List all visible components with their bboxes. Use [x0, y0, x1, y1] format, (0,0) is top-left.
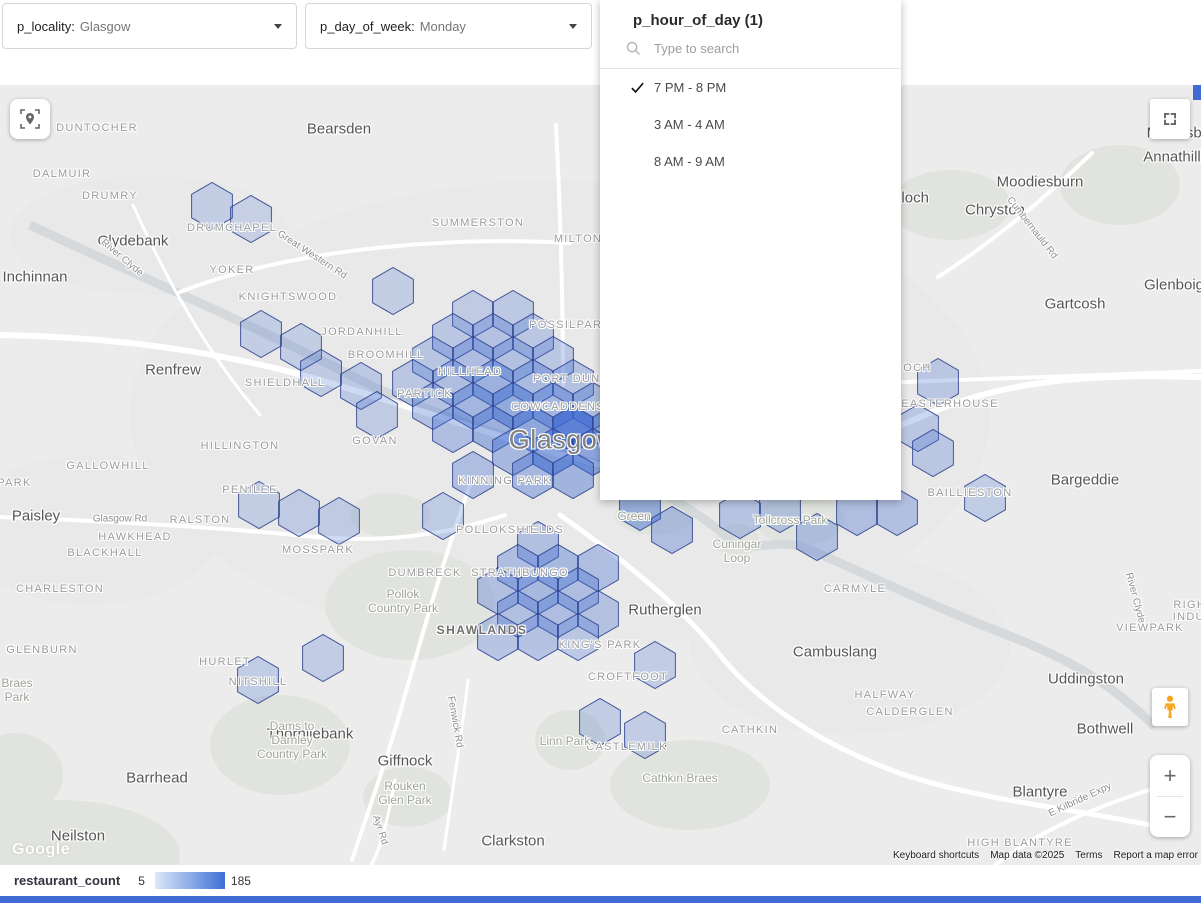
- map-data-text: Map data ©2025: [990, 850, 1065, 861]
- hour-option-1[interactable]: 3 AM - 4 AM: [600, 106, 901, 143]
- panel-title: p_hour_of_day (1): [633, 12, 764, 29]
- hexbin-cell[interactable]: [318, 496, 360, 546]
- keyboard-shortcuts-link[interactable]: Keyboard shortcuts: [893, 850, 980, 861]
- hexbin-cell[interactable]: [557, 612, 599, 662]
- vertical-scrollbar-thumb[interactable]: [1193, 85, 1201, 100]
- hexbin-cell[interactable]: [422, 491, 464, 541]
- legend-min-value: 5: [138, 873, 145, 888]
- pegman-icon: [1164, 695, 1176, 718]
- zoom-control: + −: [1150, 755, 1190, 837]
- hour-option-label: 8 AM - 9 AM: [654, 154, 725, 169]
- hour-of-day-panel: p_hour_of_day (1) 7 PM - 8 PM 3 AM - 4 AM…: [600, 0, 901, 500]
- chevron-down-icon: [569, 23, 577, 29]
- legend-bar: restaurant_count 5 185: [0, 865, 1201, 896]
- hour-option-0[interactable]: 7 PM - 8 PM: [600, 69, 901, 106]
- hexbin-cell[interactable]: [796, 512, 838, 562]
- day-of-week-dropdown[interactable]: p_day_of_week: Monday: [305, 3, 592, 49]
- hexbin-cell[interactable]: [552, 358, 594, 408]
- locality-value: Glasgow: [79, 18, 131, 34]
- horizontal-scrollbar[interactable]: [0, 896, 1201, 903]
- hexbin-cell[interactable]: [579, 697, 621, 747]
- hexbin-cell[interactable]: [356, 390, 398, 440]
- hexbin-cell[interactable]: [240, 309, 282, 359]
- zoom-divider: [1157, 795, 1183, 797]
- hexbin-cell[interactable]: [552, 450, 594, 500]
- check-icon: [630, 80, 654, 95]
- hexbin-cell[interactable]: [372, 266, 414, 316]
- hexbin-cell[interactable]: [651, 505, 693, 555]
- chevron-down-icon: [274, 23, 282, 29]
- zoom-out-button[interactable]: −: [1163, 803, 1177, 829]
- river-clyde: [28, 220, 1159, 731]
- hexbin-cell[interactable]: [278, 488, 320, 538]
- legend-max-value: 185: [230, 873, 251, 888]
- hexbin-cell[interactable]: [191, 181, 233, 231]
- hexbin-cell[interactable]: [964, 473, 1006, 523]
- hexbin-cell[interactable]: [238, 480, 280, 530]
- terms-link[interactable]: Terms: [1075, 850, 1103, 861]
- hexbin-cell[interactable]: [492, 289, 534, 339]
- hexbin-cell[interactable]: [237, 655, 279, 705]
- google-logo: Google: [12, 841, 71, 858]
- hour-option-2[interactable]: 8 AM - 9 AM: [600, 143, 901, 180]
- hexbin-cell[interactable]: [577, 589, 619, 639]
- hexbin-cell[interactable]: [280, 322, 322, 372]
- hexbin-cell[interactable]: [557, 566, 599, 616]
- hexbin-cell[interactable]: [340, 361, 382, 411]
- fullscreen-icon: [1164, 113, 1176, 125]
- locality-dropdown[interactable]: p_locality: Glasgow: [2, 3, 297, 49]
- hexbin-cell[interactable]: [512, 312, 554, 362]
- locality-label: p_locality:: [17, 18, 75, 34]
- hexbin-cell[interactable]: [302, 633, 344, 683]
- map-attribution: Keyboard shortcuts Map data ©2025 Terms …: [893, 850, 1198, 861]
- hour-options-list: 7 PM - 8 PM 3 AM - 4 AM 8 AM - 9 AM: [600, 69, 901, 180]
- zoom-in-button[interactable]: +: [1163, 762, 1177, 788]
- search-input[interactable]: [652, 40, 885, 57]
- hexbin-cell[interactable]: [300, 348, 342, 398]
- legend-title: restaurant_count: [14, 873, 121, 888]
- hexbin-cell[interactable]: [634, 640, 676, 690]
- pin-icon: [20, 109, 40, 129]
- hour-option-label: 7 PM - 8 PM: [654, 80, 727, 95]
- hexbin-cell[interactable]: [452, 450, 494, 500]
- fullscreen-button[interactable]: [1150, 99, 1190, 139]
- hexbin-cell[interactable]: [532, 335, 574, 385]
- report-error-link[interactable]: Report a map error: [1113, 850, 1198, 861]
- panel-search-row: [600, 35, 901, 69]
- hexbin-cell[interactable]: [912, 428, 954, 478]
- pegman-button[interactable]: [1152, 688, 1188, 726]
- day-of-week-value: Monday: [419, 18, 466, 34]
- hexbin-cell[interactable]: [624, 710, 666, 760]
- drop-pin-button[interactable]: [10, 99, 50, 139]
- hour-option-label: 3 AM - 4 AM: [654, 117, 725, 132]
- hexbin-cell[interactable]: [577, 543, 619, 593]
- hexbin-cell[interactable]: [517, 520, 559, 570]
- hexbin-cell[interactable]: [230, 194, 272, 244]
- hexbin-cell[interactable]: [917, 357, 959, 407]
- roads: [0, 123, 1201, 865]
- legend-gradient: [154, 872, 225, 889]
- search-icon: [626, 41, 641, 56]
- day-of-week-label: p_day_of_week:: [320, 18, 415, 34]
